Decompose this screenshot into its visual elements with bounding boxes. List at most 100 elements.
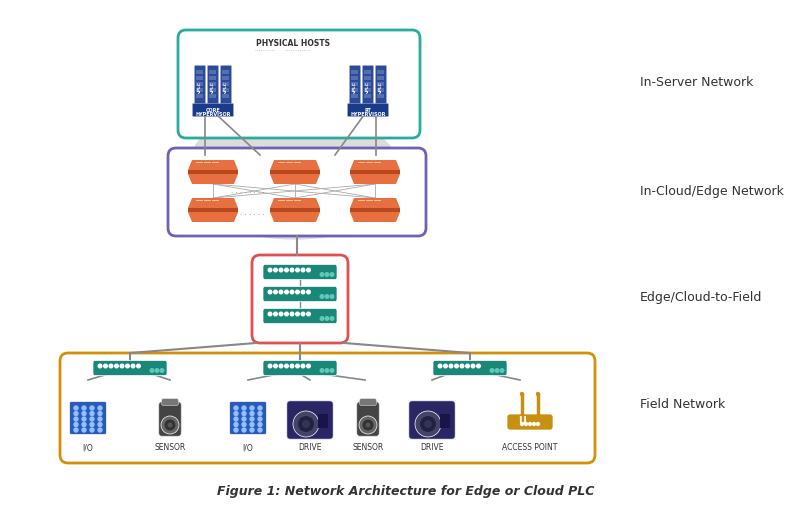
Circle shape [82, 406, 86, 410]
Text: HYPERVISOR: HYPERVISOR [195, 111, 230, 116]
Text: Field Network: Field Network [639, 399, 724, 411]
Circle shape [454, 364, 457, 368]
Circle shape [250, 423, 254, 426]
Circle shape [98, 423, 102, 426]
Circle shape [330, 317, 333, 320]
Circle shape [268, 268, 272, 272]
Bar [222, 94, 230, 98]
Bar [377, 88, 384, 92]
Circle shape [90, 411, 94, 416]
Text: Edge/Cloud-to-Field: Edge/Cloud-to-Field [639, 291, 762, 305]
FancyBboxPatch shape [263, 361, 337, 376]
Circle shape [470, 364, 474, 368]
Bar [222, 88, 230, 92]
Circle shape [150, 369, 153, 372]
Circle shape [90, 406, 94, 410]
Polygon shape [270, 212, 320, 222]
Circle shape [290, 268, 294, 272]
Bar [209, 94, 217, 98]
Bar [351, 82, 358, 86]
Circle shape [307, 268, 310, 272]
Bar [188, 208, 238, 212]
Text: Figure 1: Network Architecture for Edge or Cloud PLC: Figure 1: Network Architecture for Edge … [217, 485, 594, 499]
Polygon shape [350, 160, 400, 170]
Circle shape [301, 268, 304, 272]
Polygon shape [188, 174, 238, 184]
Circle shape [74, 417, 78, 421]
Circle shape [307, 290, 310, 294]
FancyBboxPatch shape [178, 30, 419, 138]
Circle shape [250, 428, 254, 432]
Circle shape [82, 428, 86, 432]
Circle shape [98, 406, 102, 410]
Circle shape [258, 428, 262, 432]
Circle shape [114, 364, 118, 368]
Bar [222, 82, 230, 86]
Text: RT: RT [364, 108, 371, 112]
Text: vPLC: vPLC [198, 81, 202, 93]
Circle shape [290, 290, 294, 294]
FancyBboxPatch shape [263, 286, 337, 302]
Text: vPLC: vPLC [353, 81, 357, 93]
Circle shape [320, 369, 324, 372]
Circle shape [330, 369, 333, 372]
Bar [350, 170, 400, 174]
Circle shape [290, 364, 294, 368]
Text: DRIVE: DRIVE [298, 444, 321, 452]
Text: SENSOR: SENSOR [154, 444, 186, 452]
Text: vPLC: vPLC [211, 81, 215, 93]
Circle shape [285, 364, 288, 368]
Circle shape [524, 423, 527, 425]
Circle shape [324, 369, 328, 372]
Circle shape [126, 364, 129, 368]
Bar [318, 414, 328, 428]
Text: HYPERVISOR: HYPERVISOR [350, 111, 385, 116]
Circle shape [250, 406, 254, 410]
Circle shape [476, 364, 480, 368]
Ellipse shape [175, 165, 251, 229]
FancyBboxPatch shape [221, 66, 231, 105]
Circle shape [302, 420, 310, 428]
Polygon shape [350, 198, 400, 208]
Circle shape [532, 423, 534, 425]
Circle shape [320, 294, 324, 298]
Circle shape [90, 428, 94, 432]
Text: vPLC: vPLC [366, 81, 370, 93]
Circle shape [98, 428, 102, 432]
Circle shape [419, 416, 436, 432]
Bar [377, 94, 384, 98]
FancyBboxPatch shape [375, 66, 386, 105]
FancyBboxPatch shape [93, 361, 167, 376]
Polygon shape [270, 174, 320, 184]
Circle shape [273, 290, 277, 294]
Circle shape [250, 411, 254, 416]
Circle shape [98, 364, 101, 368]
Bar [351, 94, 358, 98]
Text: PHYSICAL HOSTS: PHYSICAL HOSTS [255, 40, 329, 49]
Bar [209, 70, 217, 74]
Bar [196, 94, 204, 98]
Circle shape [528, 423, 531, 425]
Circle shape [495, 369, 498, 372]
Bar [196, 82, 204, 86]
Circle shape [165, 420, 175, 430]
FancyBboxPatch shape [195, 66, 205, 105]
Polygon shape [188, 198, 238, 208]
Circle shape [82, 411, 86, 416]
Circle shape [414, 411, 440, 437]
Circle shape [460, 364, 463, 368]
Bar [270, 170, 320, 174]
Text: DRIVE: DRIVE [420, 444, 443, 452]
Circle shape [273, 312, 277, 316]
Ellipse shape [227, 85, 363, 189]
Circle shape [285, 268, 288, 272]
Text: vPLC: vPLC [224, 81, 228, 93]
Circle shape [242, 406, 246, 410]
Text: U: U [517, 416, 526, 426]
Circle shape [330, 273, 333, 277]
Circle shape [155, 369, 159, 372]
Bar [209, 82, 217, 86]
Bar [440, 414, 449, 428]
Circle shape [136, 364, 140, 368]
Bar [222, 70, 230, 74]
